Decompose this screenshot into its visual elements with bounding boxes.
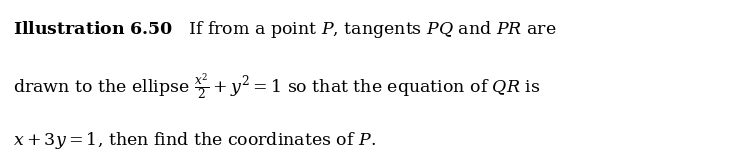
- Text: $\mathbf{Illustration\ 6.50}$   If from a point $P$, tangents $PQ$ and $PR$ are: $\mathbf{Illustration\ 6.50}$ If from a …: [13, 19, 557, 40]
- Text: drawn to the ellipse $\frac{x^2}{2} + y^2 = 1$ so that the equation of $QR$ is: drawn to the ellipse $\frac{x^2}{2} + y^…: [13, 72, 541, 102]
- Text: $x + 3y = 1$, then find the coordinates of $P$.: $x + 3y = 1$, then find the coordinates …: [13, 130, 376, 151]
